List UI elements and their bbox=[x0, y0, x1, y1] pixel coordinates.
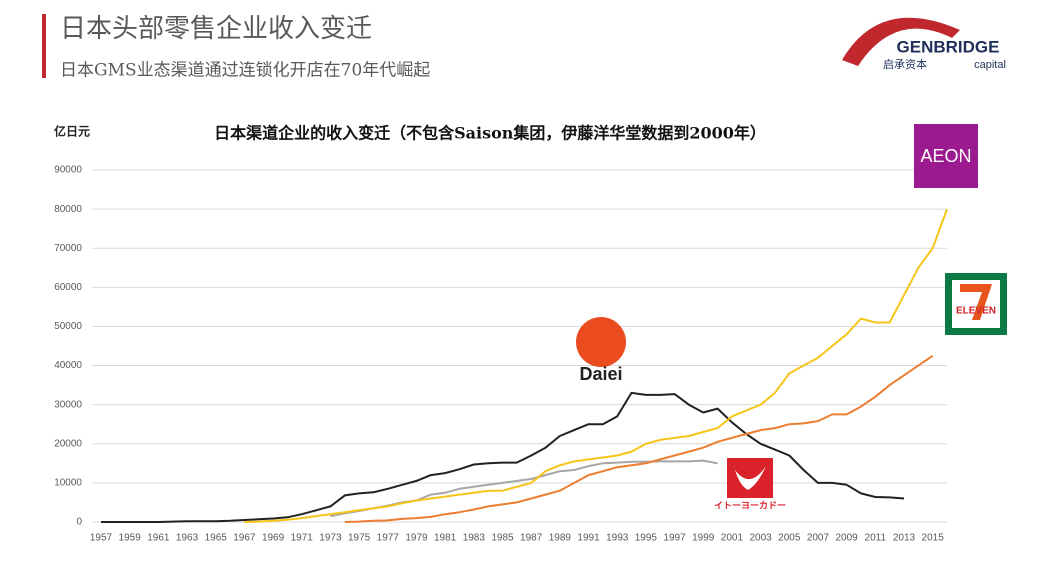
ito-bird bbox=[735, 466, 766, 490]
x-tick-label: 2007 bbox=[807, 533, 830, 544]
eleven-seven bbox=[960, 284, 992, 320]
accent-bar bbox=[42, 14, 46, 78]
y-tick-label: 80000 bbox=[54, 204, 82, 215]
ito-logo-box bbox=[727, 458, 773, 498]
x-tick-label: 2011 bbox=[865, 533, 887, 544]
slide-title: 日本头部零售企业收入变迁 bbox=[60, 14, 372, 44]
y-tick-label: 10000 bbox=[54, 478, 82, 489]
logo-arc bbox=[842, 17, 960, 66]
x-tick-label: 1979 bbox=[405, 533, 428, 544]
x-tick-label: 1995 bbox=[635, 533, 658, 544]
x-tick-label: 1961 bbox=[147, 533, 170, 544]
x-tick-label: 1973 bbox=[319, 533, 342, 544]
y-tick-label: 60000 bbox=[54, 282, 82, 293]
x-tick-label: 1959 bbox=[119, 533, 142, 544]
eleven-logo: ELEVEN bbox=[956, 306, 996, 317]
x-tick-label: 1989 bbox=[549, 533, 572, 544]
x-tick-label: 1999 bbox=[692, 533, 715, 544]
slide-subtitle: 日本GMS业态渠道通过连锁化开店在70年代崛起 bbox=[60, 61, 430, 81]
logo-tagline-cn: 启承资本 bbox=[883, 57, 927, 71]
y-tick-label: 50000 bbox=[54, 321, 82, 332]
x-tick-label: 2003 bbox=[749, 533, 772, 544]
y-tick-label: 90000 bbox=[54, 165, 82, 176]
x-tick-label: 1967 bbox=[233, 533, 256, 544]
chart-title: 日本渠道企业的收入变迁（不包含Saison集团，伊藤洋华堂数据到2000年） bbox=[214, 124, 766, 143]
x-tick-label: 1963 bbox=[176, 533, 199, 544]
x-tick-label: 1983 bbox=[463, 533, 486, 544]
x-tick-label: 2015 bbox=[922, 533, 945, 544]
series-line bbox=[344, 354, 934, 523]
x-tick-label: 1987 bbox=[520, 533, 543, 544]
x-tick-label: 2013 bbox=[893, 533, 916, 544]
x-tick-label: 1997 bbox=[663, 533, 686, 544]
ito-logo: イトーヨーカドー bbox=[714, 501, 786, 512]
aeon-logo-box bbox=[914, 124, 978, 188]
aeon-logo: AEON bbox=[920, 146, 971, 166]
x-tick-label: 1969 bbox=[262, 533, 285, 544]
x-tick-label: 1965 bbox=[205, 533, 228, 544]
x-tick-label: 1975 bbox=[348, 533, 371, 544]
y-tick-label: 0 bbox=[76, 517, 82, 528]
logo-tagline-en: capital bbox=[974, 59, 1006, 71]
y-tick-label: 40000 bbox=[54, 360, 82, 371]
series-line bbox=[101, 391, 905, 523]
x-tick-label: 2005 bbox=[778, 533, 801, 544]
x-tick-label: 1981 bbox=[434, 533, 457, 544]
daiei-logo: Daiei bbox=[579, 364, 622, 384]
x-tick-label: 1985 bbox=[491, 533, 514, 544]
daiei-circle bbox=[576, 317, 626, 367]
x-tick-label: 2009 bbox=[836, 533, 859, 544]
x-tick-label: 1991 bbox=[577, 533, 600, 544]
x-tick-label: 1971 bbox=[291, 533, 314, 544]
y-tick-label: 70000 bbox=[54, 243, 82, 254]
series-line bbox=[244, 208, 948, 523]
y-tick-label: 30000 bbox=[54, 399, 82, 410]
x-tick-label: 2001 bbox=[721, 533, 744, 544]
x-tick-label: 1993 bbox=[606, 533, 629, 544]
x-tick-label: 1957 bbox=[90, 533, 113, 544]
x-tick-label: 1977 bbox=[377, 533, 400, 544]
y-axis-label: 亿日元 bbox=[54, 124, 90, 139]
logo-name: GENBRIDGE bbox=[897, 37, 1000, 56]
y-tick-label: 20000 bbox=[54, 438, 82, 449]
